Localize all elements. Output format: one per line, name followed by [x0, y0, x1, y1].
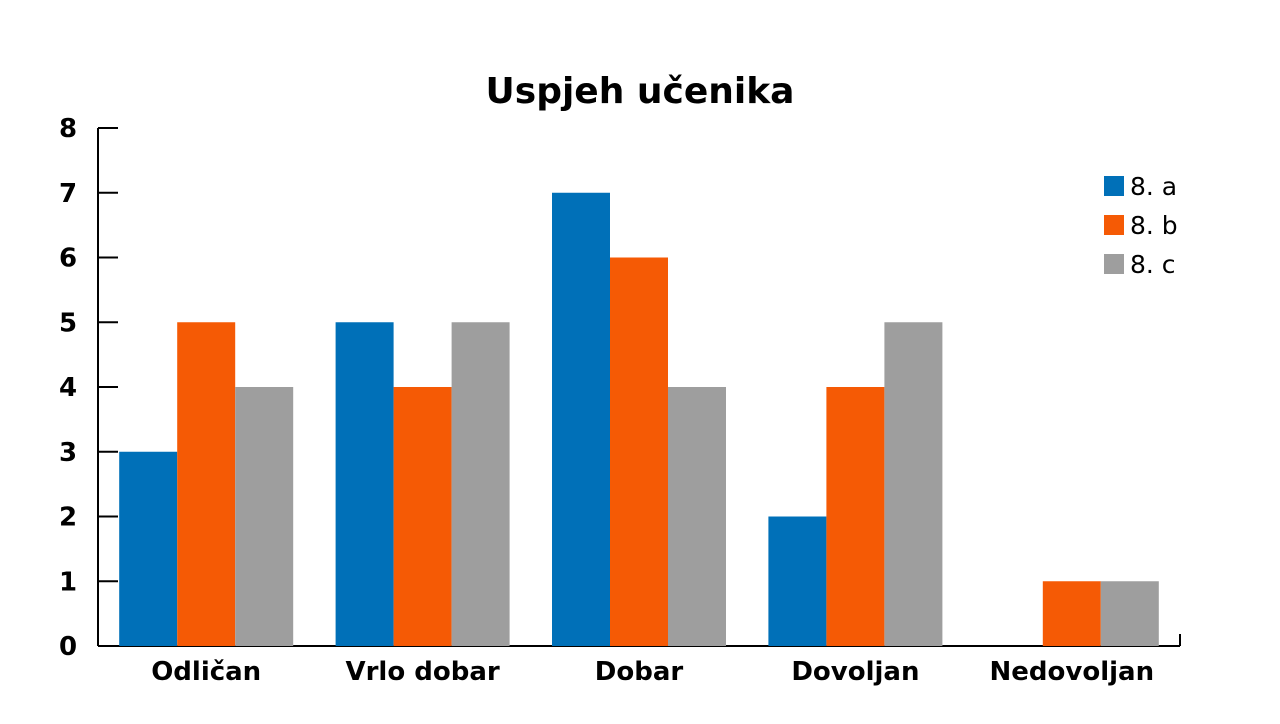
y-tick-label: 2	[59, 503, 77, 533]
y-tick-label: 6	[59, 244, 77, 274]
x-tick-label: Vrlo dobar	[345, 657, 499, 687]
legend: 8. a 8. b 8. c	[1104, 172, 1178, 279]
bar	[884, 322, 943, 646]
y-tick-label: 5	[59, 308, 77, 338]
y-tick-label: 8	[59, 114, 77, 144]
legend-label: 8. c	[1130, 250, 1176, 279]
y-tick-label: 4	[59, 373, 77, 403]
bar	[177, 322, 236, 646]
bar	[119, 451, 178, 646]
bar	[1042, 581, 1101, 646]
bar	[451, 322, 510, 646]
bar	[826, 387, 885, 646]
y-tick-label: 1	[59, 567, 77, 597]
y-tick-label: 0	[59, 632, 77, 662]
x-tick-label: Nedovoljan	[990, 657, 1155, 687]
bar	[1100, 581, 1159, 646]
bar	[768, 516, 827, 646]
bar	[335, 322, 394, 646]
legend-swatch	[1104, 215, 1124, 235]
bar	[393, 387, 452, 646]
y-tick-label: 3	[59, 438, 77, 468]
bars	[119, 192, 1159, 646]
legend-label: 8. b	[1130, 211, 1178, 240]
bar	[610, 257, 668, 646]
x-tick-label: Odličan	[151, 657, 261, 687]
bar	[235, 387, 294, 646]
legend-swatch	[1104, 254, 1124, 274]
x-tick-label: Dovoljan	[791, 657, 919, 687]
y-tick-label: 7	[59, 179, 77, 209]
bar	[668, 387, 726, 646]
legend-label: 8. a	[1130, 172, 1177, 201]
axes: 0 1 2 3 4 5 6 7 8 Odličan Vrlo dobar Dobar Dovoljan N…	[59, 114, 1181, 687]
chart-title: Uspjeh učenika	[486, 71, 795, 112]
legend-swatch	[1104, 176, 1124, 196]
bar	[552, 192, 610, 646]
x-tick-label: Dobar	[595, 657, 684, 687]
